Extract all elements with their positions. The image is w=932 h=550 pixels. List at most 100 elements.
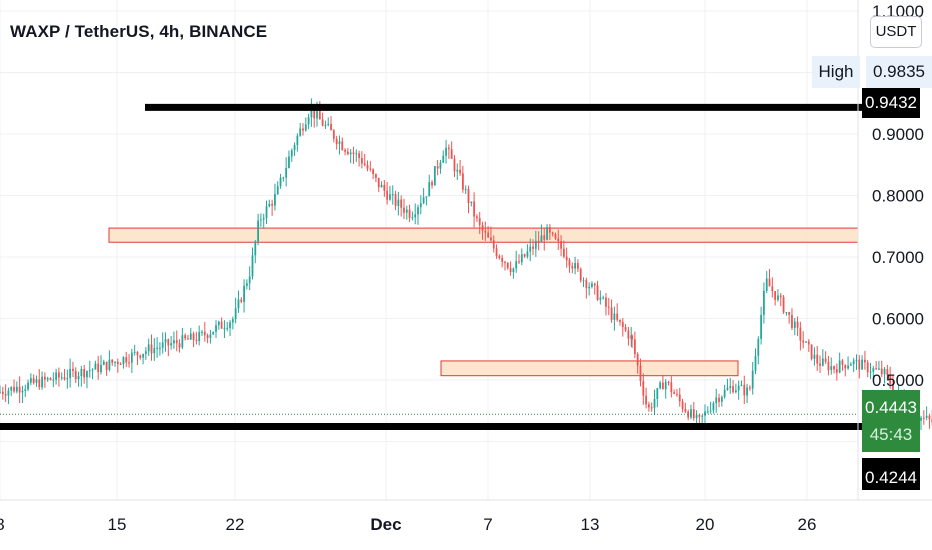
candle-body bbox=[173, 340, 175, 344]
candle-body bbox=[835, 369, 838, 373]
candle-body bbox=[321, 119, 324, 126]
levels bbox=[0, 103, 862, 430]
candle-body bbox=[394, 194, 397, 206]
x-tick-label: 13 bbox=[581, 515, 600, 534]
candle-body bbox=[114, 361, 116, 363]
candle-body bbox=[35, 379, 38, 383]
candle-body bbox=[327, 123, 330, 125]
candle-body bbox=[153, 348, 156, 354]
candle-body bbox=[461, 173, 464, 190]
candle-body bbox=[774, 291, 777, 300]
candle-body bbox=[271, 203, 274, 206]
candle-body bbox=[403, 207, 405, 213]
candle-body bbox=[616, 313, 619, 320]
candle-body bbox=[217, 321, 220, 326]
high-value: 0.9835 bbox=[866, 56, 932, 88]
candle-body bbox=[97, 363, 100, 373]
candle-body bbox=[813, 354, 816, 359]
candle-body bbox=[24, 389, 27, 391]
candle-body bbox=[729, 386, 732, 388]
candle-body bbox=[718, 397, 720, 402]
candle-body bbox=[108, 359, 111, 370]
candle-body bbox=[414, 214, 417, 218]
candle-body bbox=[181, 335, 184, 348]
candle-body bbox=[391, 194, 394, 196]
candle-body bbox=[557, 238, 560, 242]
currency-button[interactable]: USDT bbox=[870, 16, 922, 48]
candle-body bbox=[607, 306, 610, 308]
candle-body bbox=[650, 407, 653, 409]
candle-body bbox=[467, 189, 470, 203]
candle-body bbox=[215, 325, 217, 332]
candle-body bbox=[302, 128, 304, 131]
candle-body bbox=[389, 194, 391, 200]
candle-body bbox=[925, 415, 928, 418]
candle-body bbox=[100, 364, 102, 373]
candle-body bbox=[248, 276, 251, 284]
candle-body bbox=[276, 186, 279, 195]
candle-body bbox=[864, 359, 866, 363]
candle-body bbox=[456, 169, 459, 172]
candle-body bbox=[546, 227, 548, 240]
candle-body bbox=[779, 295, 782, 298]
candle-body bbox=[192, 333, 195, 340]
candle-body bbox=[523, 254, 526, 257]
candle-body bbox=[509, 267, 512, 273]
candle-body bbox=[366, 165, 369, 169]
candle-body bbox=[330, 123, 332, 131]
candle-body bbox=[678, 394, 681, 402]
candle-body bbox=[408, 209, 411, 218]
time-axis[interactable]: 8 15 22 Dec 7 13 20 26 bbox=[0, 515, 816, 534]
candle-body bbox=[0, 391, 1, 393]
chart-title: WAXP / TetherUS, 4h, BINANCE bbox=[10, 22, 268, 41]
candle-body bbox=[203, 331, 206, 336]
candle-body bbox=[858, 359, 861, 370]
candle-body bbox=[647, 404, 650, 408]
candle-body bbox=[636, 354, 639, 366]
candle-body bbox=[816, 354, 819, 364]
candle-body bbox=[231, 319, 234, 323]
candle-body bbox=[105, 361, 108, 370]
candle-body bbox=[740, 384, 743, 386]
candle-body bbox=[821, 358, 824, 366]
candle-body bbox=[442, 155, 445, 163]
candle-body bbox=[490, 237, 492, 241]
candle-body bbox=[285, 167, 288, 178]
candle-body bbox=[453, 158, 456, 172]
candle-body bbox=[43, 376, 46, 380]
candle-body bbox=[734, 390, 737, 393]
candle-body bbox=[701, 415, 704, 417]
candle-body bbox=[206, 335, 209, 338]
candle-body bbox=[299, 128, 302, 136]
candle-body bbox=[279, 177, 282, 187]
y-tick-label: 0.7000 bbox=[872, 248, 924, 267]
candle-body bbox=[506, 262, 509, 268]
candle-body bbox=[49, 378, 52, 380]
candle-body bbox=[478, 218, 481, 226]
candle-body bbox=[751, 370, 754, 389]
candle-body bbox=[537, 240, 540, 243]
candle-body bbox=[245, 283, 248, 286]
candle-body bbox=[833, 366, 835, 370]
candle-body bbox=[656, 388, 659, 400]
candle-body bbox=[142, 353, 144, 358]
candle-body bbox=[397, 199, 400, 206]
candle-body bbox=[178, 343, 181, 348]
candle-body bbox=[883, 368, 886, 375]
candle-body bbox=[715, 397, 718, 404]
candle-body bbox=[591, 283, 593, 287]
candle-body bbox=[464, 189, 467, 191]
candle-body bbox=[316, 111, 318, 119]
candle-body bbox=[659, 382, 662, 389]
candle-body bbox=[627, 330, 630, 339]
lower-zone bbox=[440, 360, 739, 377]
candle-body bbox=[243, 285, 245, 302]
candle-body bbox=[125, 357, 128, 363]
candle-body bbox=[341, 141, 344, 150]
candle-body bbox=[369, 168, 372, 170]
candle-body bbox=[352, 152, 355, 154]
candle-body bbox=[274, 194, 276, 206]
candle-body bbox=[41, 376, 43, 388]
